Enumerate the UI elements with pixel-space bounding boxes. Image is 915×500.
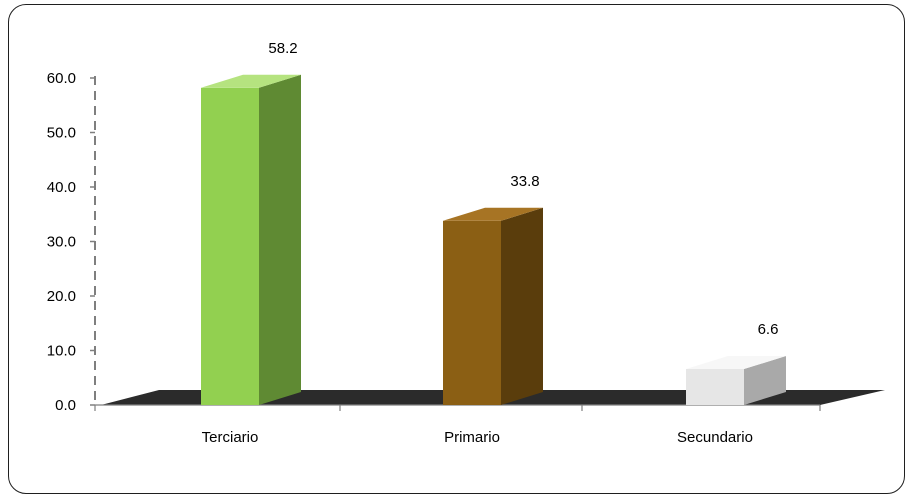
bar-front-face [201, 87, 259, 405]
y-tick-label: 20.0 [47, 288, 76, 305]
bar-side-face [744, 356, 786, 405]
y-tick-label: 0.0 [55, 397, 76, 414]
y-tick-label: 30.0 [47, 234, 76, 251]
bar-top-face [201, 74, 301, 88]
data-label: 58.2 [268, 40, 297, 57]
bar-top-face [443, 207, 543, 221]
y-tick-label: 40.0 [47, 179, 76, 196]
bar-side-face [501, 207, 543, 405]
y-tick-label: 50.0 [47, 125, 76, 142]
bar-secundario [686, 356, 786, 405]
data-label: 6.6 [758, 321, 779, 338]
bar-side-face [259, 74, 301, 405]
bar-top-face [686, 356, 786, 370]
bar-front-face [443, 220, 501, 405]
x-tick-label: Terciario [202, 429, 259, 446]
data-label: 33.8 [510, 173, 539, 190]
y-tick-label: 10.0 [47, 343, 76, 360]
bar-primario [443, 207, 543, 405]
bar-terciario [201, 74, 301, 405]
bar-front-face [686, 369, 744, 405]
y-tick-label: 60.0 [47, 70, 76, 87]
x-tick-label: Primario [444, 429, 500, 446]
x-tick-label: Secundario [677, 429, 753, 446]
